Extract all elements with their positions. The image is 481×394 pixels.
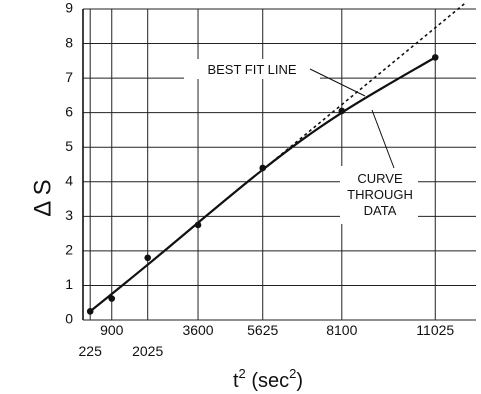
data-point — [86, 308, 94, 315]
curve-label-background — [340, 166, 418, 224]
x-axis-label-base: t — [233, 370, 239, 392]
x-tick-label: 3600 — [182, 322, 213, 338]
y-tick-label: 2 — [65, 242, 73, 258]
x-tick-labels: 225 900 2025 3600 5625 8100 11025 — [79, 322, 455, 359]
y-tick-labels: 0 1 2 3 4 5 6 7 8 9 — [65, 0, 73, 327]
x-tick-label: 2025 — [132, 343, 163, 359]
y-tick-label: 1 — [65, 276, 73, 292]
data-point — [144, 254, 152, 262]
y-tick-label: 7 — [65, 69, 73, 85]
data-point — [108, 295, 116, 302]
curve-label: DATA — [364, 203, 397, 218]
y-tick-label: 8 — [65, 34, 73, 50]
curve-label: CURVE — [357, 171, 403, 186]
y-tick-label: 9 — [65, 0, 73, 16]
data-points — [86, 54, 439, 315]
data-point — [431, 54, 439, 61]
best-fit-label: BEST FIT LINE — [207, 62, 296, 77]
x-axis-label-unit: (sec — [246, 370, 289, 392]
y-tick-label: 3 — [65, 207, 73, 223]
data-point — [338, 107, 346, 115]
x-tick-label: 900 — [100, 322, 124, 338]
y-tick-label: 0 — [65, 311, 73, 327]
x-axis-label-unit-sup: 2 — [289, 366, 296, 381]
x-axis-label-unit-close: ) — [296, 370, 303, 392]
best-fit-leader-line — [309, 68, 366, 97]
best-fit-line — [262, 1, 467, 171]
best-fit-label-background — [184, 59, 320, 79]
y-tick-label: 6 — [65, 103, 73, 119]
y-tick-label: 5 — [65, 138, 73, 154]
best-fit-line-segment — [262, 1, 467, 171]
x-tick-label: 11025 — [416, 322, 454, 338]
x-axis-label-sup: 2 — [239, 366, 246, 381]
x-tick-label: 5625 — [247, 322, 278, 338]
y-tick-label: 4 — [65, 172, 73, 188]
curve-leader-line — [371, 109, 395, 169]
y-axis-label: Δ S — [29, 179, 56, 216]
x-axis-label: t2 (sec2) — [233, 366, 303, 392]
grid — [83, 8, 476, 321]
x-tick-label: 225 — [79, 343, 103, 359]
x-tick-label: 8100 — [326, 322, 357, 338]
data-point — [194, 221, 202, 229]
data-point — [259, 164, 267, 172]
curve-label: THROUGH — [347, 187, 413, 202]
